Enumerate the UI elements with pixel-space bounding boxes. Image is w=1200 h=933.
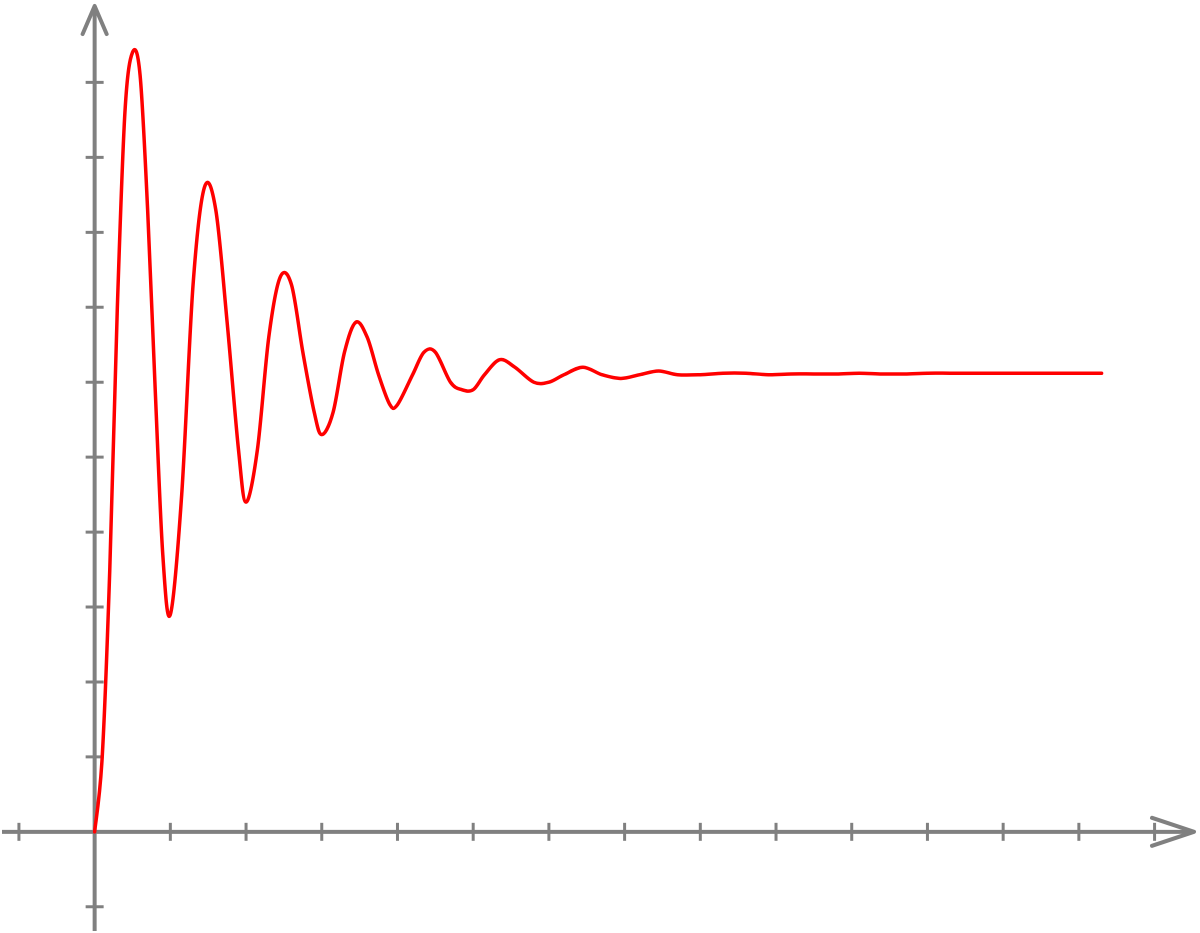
y-axis-arrow: [80, 4, 109, 36]
plot-area: [92, 47, 1104, 834]
axis-ticks: [17, 80, 1157, 909]
axes: [2, 4, 1196, 931]
series-line-0: [92, 47, 1104, 834]
x-axis-arrow: [1150, 815, 1196, 848]
